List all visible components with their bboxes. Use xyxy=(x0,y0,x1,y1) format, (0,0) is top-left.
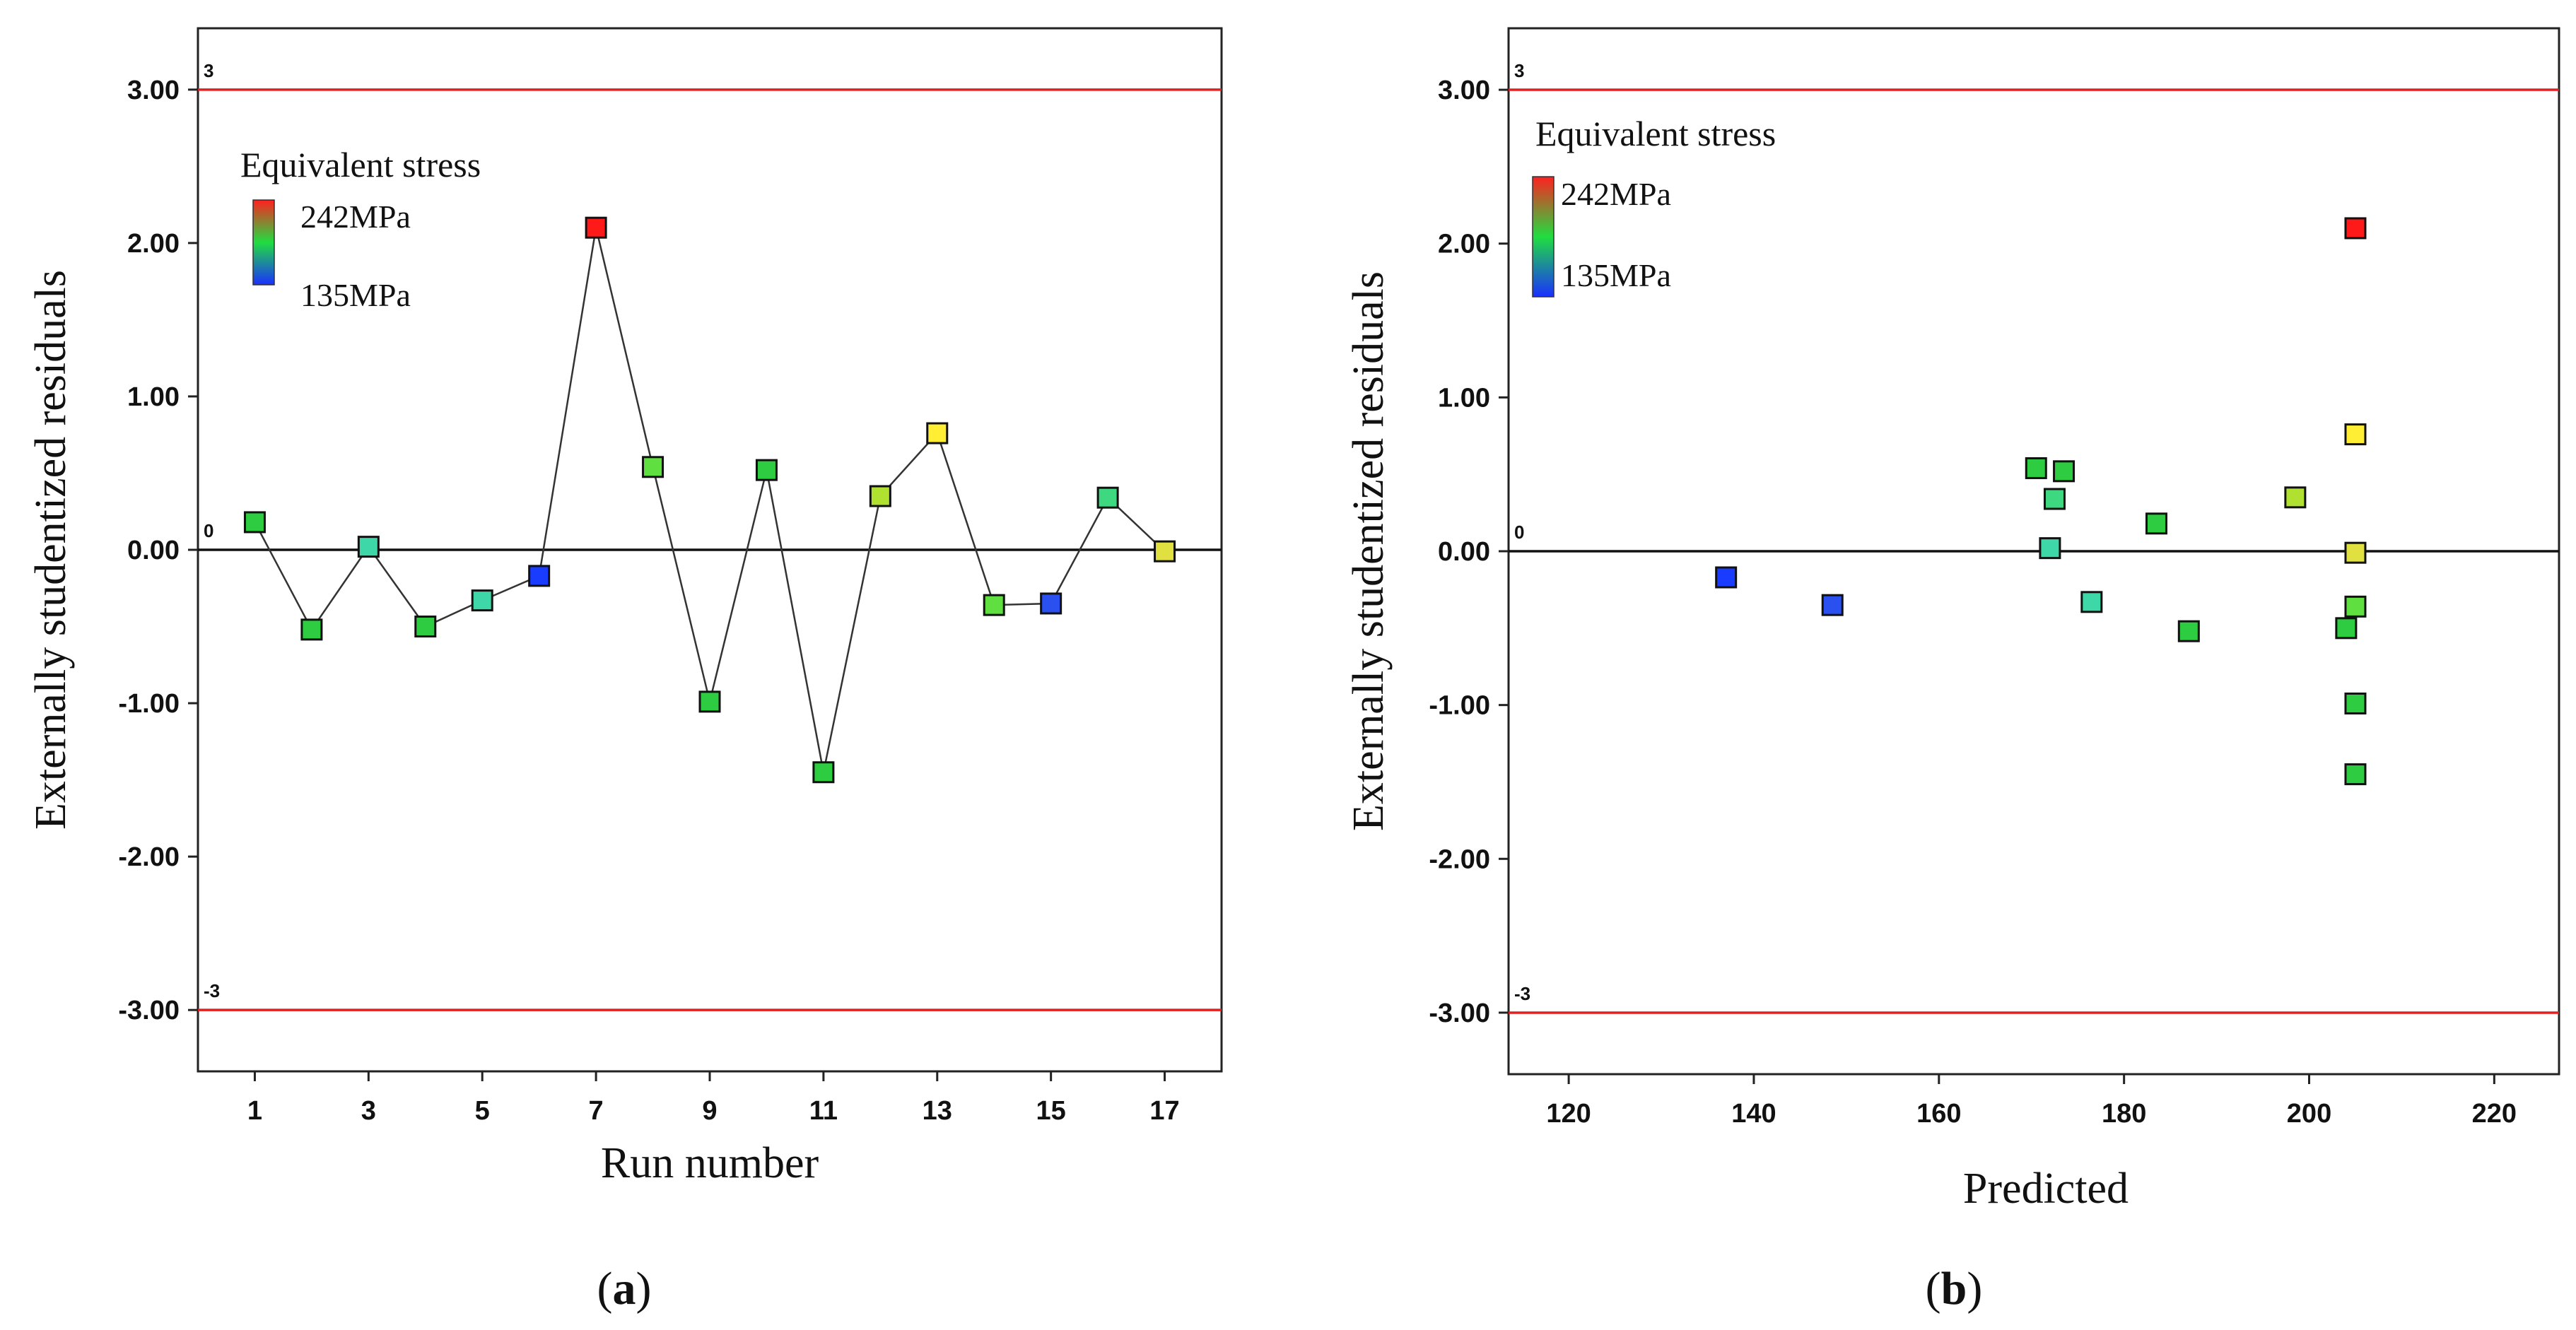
x-tick-label: 200 xyxy=(2287,1099,2331,1129)
x-tick-label: 13 xyxy=(923,1096,952,1126)
limit-line-label: -3 xyxy=(204,980,220,1001)
data-point xyxy=(2335,617,2358,640)
data-point xyxy=(471,589,493,612)
data-point xyxy=(926,422,949,445)
panel-label: (a) xyxy=(597,1263,652,1314)
limit-line-label: 0 xyxy=(1514,522,1524,543)
legend-max-label: 242MPa xyxy=(1561,176,1671,212)
data-points xyxy=(1715,217,2367,786)
data-point xyxy=(2344,541,2367,564)
data-point xyxy=(585,216,607,239)
data-point xyxy=(2344,692,2367,714)
x-tick-label: 1 xyxy=(247,1096,262,1126)
legend: Equivalent stress 242MPa 135MPa xyxy=(1532,114,1776,298)
x-tick-label: 11 xyxy=(809,1096,838,1126)
x-tick-label: 9 xyxy=(702,1096,717,1126)
legend-color-bar xyxy=(252,199,275,286)
limit-line-label: 3 xyxy=(1514,60,1524,81)
x-tick-label: 160 xyxy=(1916,1099,1961,1129)
limit-line-label: 3 xyxy=(204,60,213,81)
data-point xyxy=(642,456,665,478)
data-point xyxy=(1040,592,1062,615)
data-point xyxy=(869,485,891,507)
data-point xyxy=(243,511,266,534)
data-point xyxy=(528,565,551,587)
legend-title: Equivalent stress xyxy=(240,145,481,184)
x-tick-label: 17 xyxy=(1149,1096,1179,1126)
y-tick-label: -1.00 xyxy=(1429,691,1490,721)
x-axis-ticks: 120 140 160 180 200 220 xyxy=(1546,1074,2517,1129)
data-point xyxy=(2177,620,2200,642)
data-point xyxy=(300,618,323,641)
y-axis-ticks: -3.00 -2.00 -1.00 0.00 1.00 2.00 3.00 xyxy=(118,76,198,1025)
data-point xyxy=(2025,457,2047,479)
data-point xyxy=(983,594,1005,616)
data-point xyxy=(2080,591,2103,613)
data-point xyxy=(2344,763,2367,786)
data-point xyxy=(755,459,778,481)
data-point xyxy=(698,690,721,713)
legend: Equivalent stress 242MPa 135MPa xyxy=(240,145,481,313)
panel-label: (b) xyxy=(1926,1263,1983,1314)
x-tick-label: 220 xyxy=(2472,1099,2517,1129)
y-tick-label: -3.00 xyxy=(118,996,180,1025)
y-tick-label: 1.00 xyxy=(1438,383,1490,413)
y-axis-ticks: -3.00 -2.00 -1.00 0.00 1.00 2.00 3.00 xyxy=(1429,76,1509,1028)
y-tick-label: 3.00 xyxy=(127,76,180,105)
data-point xyxy=(2039,537,2061,560)
y-tick-label: 1.00 xyxy=(127,382,180,412)
legend-max-label: 242MPa xyxy=(300,199,411,235)
limit-line-label: 0 xyxy=(204,520,213,541)
y-tick-label: 2.00 xyxy=(1438,230,1490,259)
x-tick-label: 140 xyxy=(1731,1099,1776,1129)
data-point xyxy=(414,616,437,638)
y-tick-label: 0.00 xyxy=(127,536,180,565)
x-axis-title: Run number xyxy=(601,1139,819,1187)
data-point xyxy=(2043,488,2066,510)
data-point xyxy=(1715,566,1738,589)
data-point xyxy=(2145,512,2167,535)
legend-min-label: 135MPa xyxy=(300,277,411,313)
data-point xyxy=(2053,460,2076,483)
x-tick-label: 3 xyxy=(361,1096,376,1126)
x-tick-label: 120 xyxy=(1546,1099,1591,1129)
legend-min-label: 135MPa xyxy=(1561,257,1671,293)
data-point xyxy=(812,761,835,784)
y-tick-label: -2.00 xyxy=(118,842,180,872)
panel-letter: b xyxy=(1941,1263,1967,1314)
legend-title: Equivalent stress xyxy=(1535,114,1776,153)
data-point xyxy=(357,536,380,558)
panel-letter: a xyxy=(613,1263,636,1314)
y-tick-label: 0.00 xyxy=(1438,537,1490,567)
x-tick-label: 5 xyxy=(475,1096,490,1126)
x-tick-label: 180 xyxy=(2102,1099,2146,1129)
data-point xyxy=(2344,217,2367,240)
data-point xyxy=(1096,486,1119,509)
y-axis-title: Externally studentized residuals xyxy=(1345,271,1393,831)
y-tick-label: 2.00 xyxy=(127,229,180,259)
data-point xyxy=(2344,595,2367,618)
data-point xyxy=(1821,594,1844,616)
y-axis-title: Externally studentized residuals xyxy=(27,270,75,830)
x-tick-label: 7 xyxy=(589,1096,604,1126)
data-point xyxy=(1154,540,1176,563)
legend-color-bar xyxy=(1532,176,1555,298)
x-tick-label: 15 xyxy=(1036,1096,1066,1126)
data-points xyxy=(243,216,1176,784)
y-tick-label: 3.00 xyxy=(1438,76,1490,105)
y-tick-label: -1.00 xyxy=(118,689,180,719)
limit-lines: 3 -3 0 xyxy=(1509,60,2559,1014)
data-point xyxy=(2344,423,2367,446)
data-point xyxy=(2284,486,2307,509)
x-axis-ticks: 1 3 5 7 9 11 13 15 17 xyxy=(247,1071,1180,1126)
y-tick-label: -2.00 xyxy=(1429,845,1490,874)
x-axis-title: Predicted xyxy=(1963,1165,2129,1213)
y-tick-label: -3.00 xyxy=(1429,999,1490,1028)
limit-line-label: -3 xyxy=(1514,983,1530,1004)
panel-b-residuals-vs-predicted: 3 -3 0 -3.00 -2.00 -1.00 0.00 1.00 2.00 3.00 120… xyxy=(1345,27,2560,1314)
